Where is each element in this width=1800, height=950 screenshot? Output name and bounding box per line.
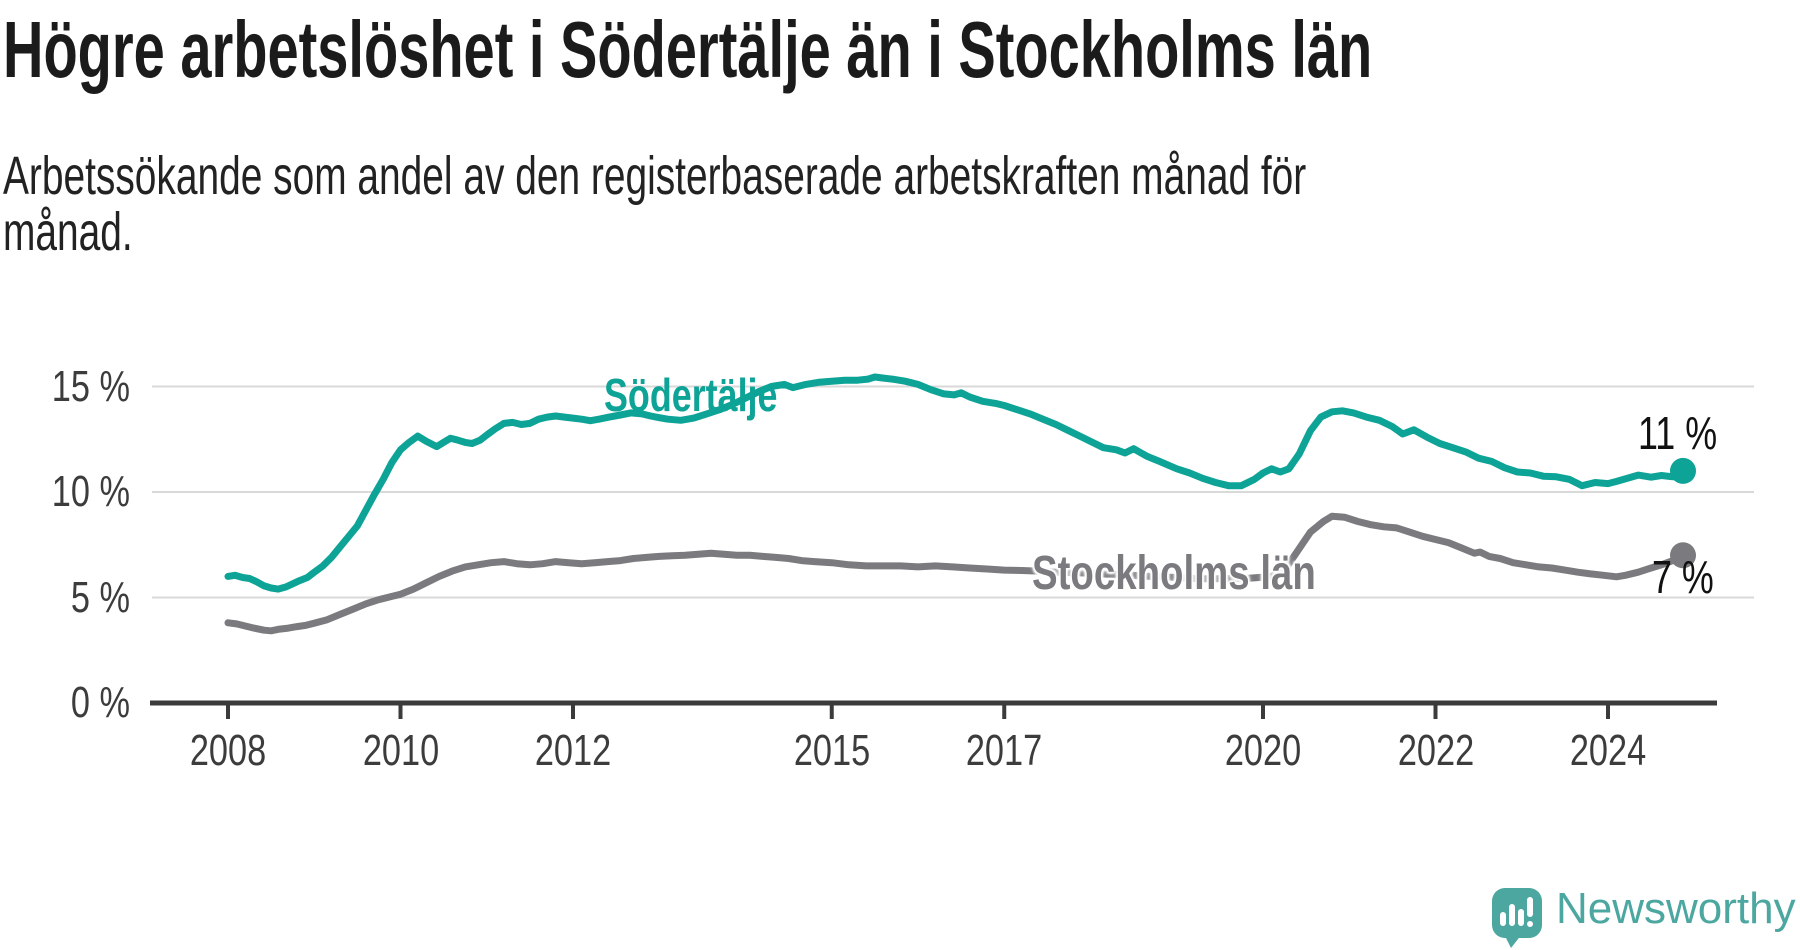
newsworthy-logo-text: Newsworthy [1556, 884, 1796, 933]
x-axis-label: 2022 [1397, 726, 1474, 775]
series-label-stockholms-lan: Stockholms län [1032, 547, 1316, 600]
x-axis-label: 2008 [189, 726, 267, 775]
y-axis-label: 5 % [70, 572, 130, 622]
end-value-label-stockholms-lan: 7 % [1652, 551, 1714, 603]
series-label-sodertalje: Södertälje [604, 369, 778, 421]
x-axis-label: 2012 [534, 726, 612, 775]
x-axis-label: 2020 [1224, 726, 1302, 775]
x-axis-label: 2017 [966, 726, 1043, 775]
end-value-label-sodertalje: 11 % [1638, 407, 1718, 459]
y-axis-label: 0 % [70, 678, 130, 727]
y-axis-label: 15 % [51, 361, 130, 411]
x-axis-label: 2015 [793, 726, 870, 775]
x-axis-label: 2024 [1569, 726, 1647, 775]
page-subtitle: Arbetssökande som andel av den registerb… [3, 146, 1307, 263]
x-axis-label: 2010 [362, 726, 439, 775]
y-axis-label: 10 % [51, 467, 130, 516]
page-title: Högre arbetslöshet i Södertälje än i Sto… [3, 5, 1373, 94]
newsworthy-logo-icon [1492, 888, 1542, 948]
